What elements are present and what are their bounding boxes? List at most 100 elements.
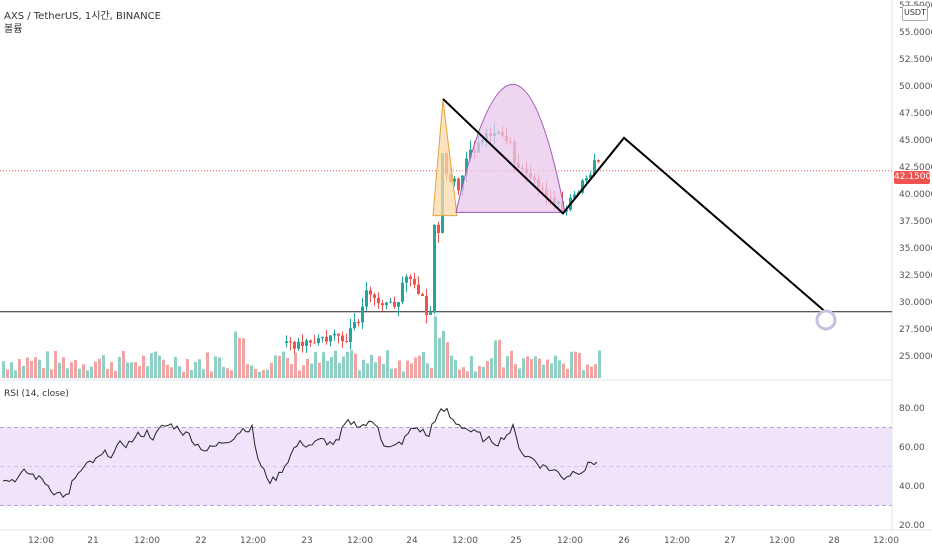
volume-bar <box>358 370 361 378</box>
y-tick-label: 45.0000 <box>899 136 932 146</box>
candle-body <box>465 158 468 176</box>
volume-bar <box>42 368 45 378</box>
candle-body <box>369 290 372 295</box>
volume-bar <box>426 363 429 378</box>
x-tick-label: 25 <box>510 536 521 546</box>
volume-bar <box>498 339 501 378</box>
volume-bar <box>110 362 113 378</box>
candle-body <box>417 284 420 295</box>
volume-bar <box>6 369 9 378</box>
volume-bar <box>450 355 453 378</box>
volume-bar <box>318 362 321 378</box>
volume-bar <box>454 359 457 378</box>
volume-bar <box>338 362 341 378</box>
volume-bar <box>566 368 569 378</box>
candle-body <box>361 306 364 323</box>
volume-bar <box>422 352 425 378</box>
volume-bar <box>502 367 505 378</box>
volume-bar <box>478 365 481 378</box>
volume-bar <box>370 354 373 378</box>
volume-bar <box>190 370 193 378</box>
volume-bar <box>346 351 349 378</box>
volume-bar <box>506 356 509 378</box>
candle-body <box>333 333 336 336</box>
candle-body <box>365 290 368 307</box>
volume-bar <box>434 316 437 378</box>
volume-bar <box>102 355 105 378</box>
volume-bar <box>122 350 125 378</box>
volume-bar <box>242 338 245 378</box>
volume-bar <box>398 360 401 378</box>
candle-body <box>389 301 392 303</box>
volume-bar <box>222 366 225 378</box>
volume-bar <box>294 352 297 378</box>
volume-bar <box>262 370 265 378</box>
volume-bar <box>286 357 289 378</box>
candle-body <box>325 336 328 342</box>
current-price-tag: 42.1500 <box>894 171 932 184</box>
volume-bar <box>470 355 473 378</box>
candle-body <box>341 335 344 342</box>
volume-bar <box>170 367 173 378</box>
volume-bar <box>570 351 573 378</box>
candle-body <box>433 224 436 313</box>
volume-bar <box>146 366 149 378</box>
volume-bar <box>98 358 101 378</box>
unit-badge[interactable]: USDT <box>902 5 928 21</box>
x-tick-label: 12:00 <box>873 536 899 546</box>
x-tick-label: 12:00 <box>664 536 690 546</box>
candle-body <box>293 341 296 349</box>
candle-body <box>313 342 316 344</box>
volume-bar <box>130 362 133 378</box>
volume-bar <box>58 362 61 378</box>
volume-bar <box>214 356 217 378</box>
volume-bar <box>474 371 477 378</box>
volume-bar <box>466 371 469 378</box>
candle-body <box>385 302 388 306</box>
volume-bar <box>106 369 109 378</box>
projection-lines <box>442 98 825 312</box>
volume-bar <box>178 366 181 378</box>
target-circle <box>815 309 837 331</box>
candle-body <box>305 340 308 346</box>
volume-bar <box>462 367 465 378</box>
volume-bar <box>186 359 189 378</box>
candle-body <box>381 303 384 306</box>
volume-bar <box>78 368 81 378</box>
volume-bar <box>306 358 309 378</box>
candle-body <box>453 178 456 182</box>
volume-bar <box>154 351 157 378</box>
candle-body <box>589 174 592 179</box>
y-tick-label: 42.5000 <box>899 163 932 173</box>
x-tick-label: 12:00 <box>452 536 478 546</box>
candle-body <box>585 178 588 181</box>
volume-bar <box>62 357 65 378</box>
volume-bar <box>94 361 97 378</box>
volume-bar <box>66 368 69 378</box>
x-tick-label: 26 <box>618 536 630 546</box>
volume-label: 볼륨 <box>4 24 23 35</box>
candle-body <box>437 224 440 234</box>
volume-bar <box>482 366 485 378</box>
volume-bar <box>142 355 145 378</box>
volume-bar <box>330 357 333 378</box>
y-tick-label: 30.0000 <box>899 298 932 308</box>
volume-bar <box>382 363 385 378</box>
volume-bar <box>594 364 597 378</box>
volume-bar <box>334 350 337 378</box>
candle-body <box>297 341 300 349</box>
volume-bar <box>30 361 33 378</box>
volume-bar <box>34 357 37 378</box>
volume-bar <box>278 355 281 378</box>
volume-bar <box>378 356 381 378</box>
y-tick-label: 37.5000 <box>899 217 932 227</box>
volume-bar <box>490 358 493 378</box>
volume-bar <box>394 368 397 378</box>
x-tick-label: 28 <box>828 536 840 546</box>
volume-bar <box>354 353 357 378</box>
arc-pattern <box>455 83 566 213</box>
volume-bar <box>282 351 285 378</box>
volume-bar <box>558 360 561 378</box>
x-tick-label: 23 <box>301 536 312 546</box>
